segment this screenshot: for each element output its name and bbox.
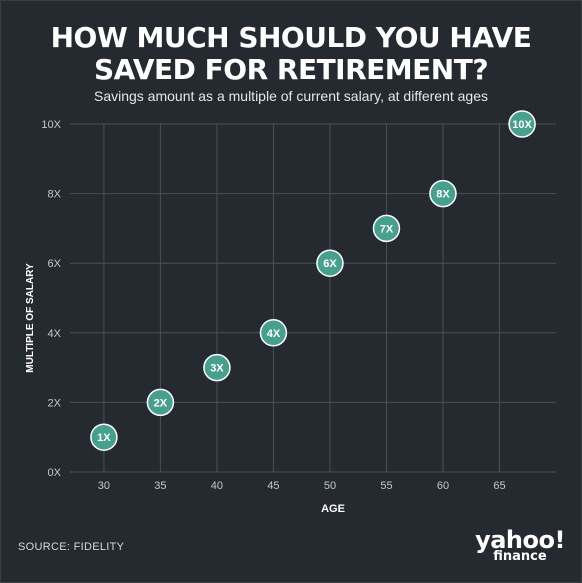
y-axis-title: MULTIPLE OF SALARY	[25, 263, 36, 373]
x-tick-label: 55	[380, 480, 392, 492]
x-tick-label: 60	[437, 480, 449, 492]
data-label: 4X	[267, 328, 281, 340]
data-label: 3X	[210, 363, 224, 375]
data-label: 8X	[436, 189, 450, 201]
data-label: 6X	[323, 258, 337, 270]
logo-sub: finance	[493, 549, 547, 564]
x-tick-label: 45	[267, 480, 279, 492]
y-tick-label: 6X	[48, 258, 62, 270]
data-point	[372, 214, 401, 243]
data-point	[259, 319, 288, 347]
data-label: 7X	[380, 223, 394, 235]
chart-title: HOW MUCH SHOULD YOU HAVE SAVED FOR RETIR…	[0, 22, 582, 86]
title-line-2: SAVED FOR RETIREMENT?	[93, 53, 489, 86]
yahoo-finance-logo: yahoo! finance	[470, 528, 570, 564]
data-label: 10X	[512, 119, 532, 131]
chart-subtitle: Savings amount as a multiple of current …	[93, 88, 489, 104]
y-tick-label: 8X	[48, 189, 62, 201]
data-label: 1X	[97, 432, 111, 444]
data-point	[90, 423, 118, 451]
y-tick-label: 10X	[41, 119, 61, 131]
data-label: 2X	[154, 397, 168, 409]
logo-brand: yahoo!	[475, 526, 565, 554]
source-note: SOURCE: FIDELITY	[18, 541, 125, 553]
data-point	[203, 353, 231, 382]
y-tick-label: 4X	[48, 328, 62, 340]
data-point	[429, 179, 457, 208]
data-point	[508, 110, 536, 138]
x-tick-label: 65	[493, 480, 505, 492]
x-tick-label: 30	[98, 480, 110, 492]
title-line-1: HOW MUCH SHOULD YOU HAVE	[50, 21, 532, 54]
y-tick-label: 0X	[48, 467, 62, 479]
x-tick-label: 35	[154, 480, 166, 492]
data-point	[316, 249, 344, 277]
x-tick-label: 50	[324, 480, 336, 492]
data-point	[146, 388, 175, 417]
y-tick-label: 2X	[48, 397, 62, 409]
x-tick-label: 40	[211, 480, 223, 492]
x-axis-title: AGE	[321, 503, 345, 515]
